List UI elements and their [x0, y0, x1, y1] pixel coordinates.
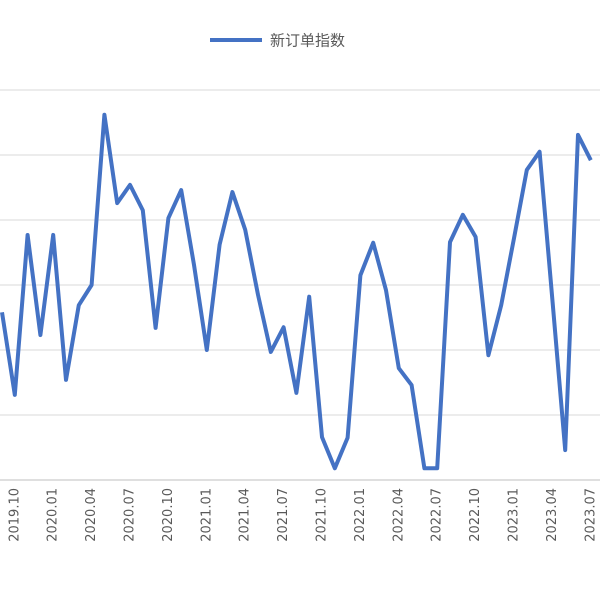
- x-tick-label: 2020.01: [46, 488, 61, 542]
- x-tick-label: 2021.04: [238, 488, 253, 542]
- x-tick-label: 2022.04: [391, 488, 406, 542]
- x-tick-label: 2019.10: [7, 488, 22, 542]
- x-tick-label: 2022.07: [430, 488, 445, 542]
- x-tick-label: 2021.07: [276, 488, 291, 542]
- x-tick-label: 2020.07: [123, 488, 138, 542]
- x-tick-label: 2021.10: [315, 488, 330, 542]
- x-tick-label: 2022.10: [468, 488, 483, 542]
- legend-label: 新订单指数: [270, 32, 345, 50]
- x-tick-label: 2023.04: [545, 488, 560, 542]
- x-tick-label: 2022.01: [353, 488, 368, 542]
- x-tick-label: 2023.07: [583, 488, 598, 542]
- x-tick-label: 2020.10: [161, 488, 176, 542]
- data-line: [0, 112, 593, 471]
- x-tick-label: 2023.01: [507, 488, 522, 542]
- x-tick-label: 2020.04: [84, 488, 99, 542]
- x-tick-label: 2021.01: [199, 488, 214, 542]
